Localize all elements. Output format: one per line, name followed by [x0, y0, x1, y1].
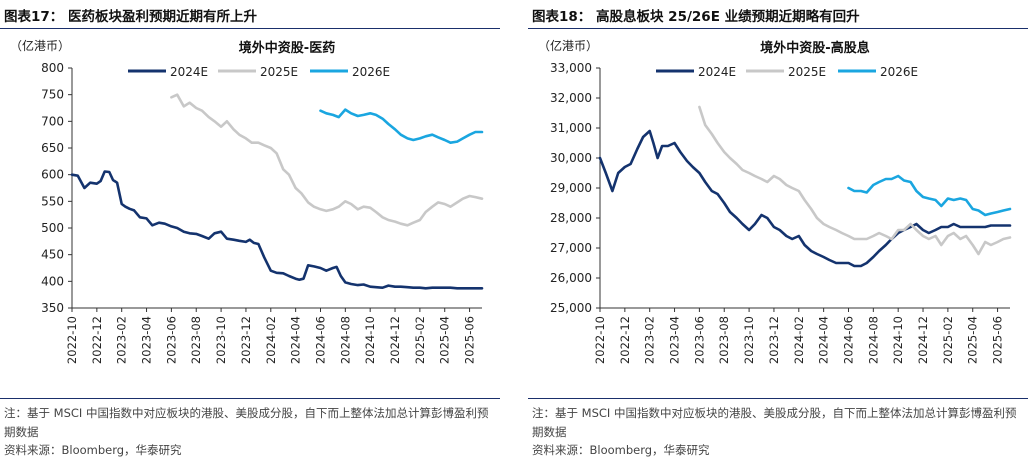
chart-title: 境外中资股-医药 — [239, 40, 335, 56]
x-tick-label: 2022-10 — [593, 316, 607, 364]
legend-label: 2026E — [352, 65, 390, 79]
x-tick-label: 2024-10 — [363, 316, 377, 364]
legend-item-2026e: 2026E — [310, 65, 390, 79]
y-tick-label: 29,000 — [550, 181, 592, 195]
y-tick-label: 400 — [41, 274, 64, 288]
y-tick-label: 28,000 — [550, 211, 592, 225]
x-tick-label: 2024-06 — [313, 316, 327, 364]
x-tick-label: 2023-10 — [214, 316, 228, 364]
y-tick-label: 25,000 — [550, 301, 592, 315]
figure-header: 图表17： 医药板块盈利预期近期有所上升 — [0, 0, 500, 29]
x-tick-label: 2025-04 — [438, 316, 452, 364]
x-tick-label: 2024-12 — [388, 316, 402, 364]
series-line-2024e — [70, 170, 484, 290]
legend-label: 2024E — [170, 65, 208, 79]
x-tick-label: 2023-02 — [115, 316, 129, 364]
legend-item-2024e: 2024E — [656, 65, 736, 79]
footer-divider — [528, 398, 1028, 399]
legend-item-2025e: 2025E — [218, 65, 298, 79]
chart-high-dividend: （亿港币） 境外中资股-高股息 2024E 2025E 2026E 25,000 26,00… — [538, 38, 1012, 364]
y-tick-label: 500 — [41, 221, 64, 235]
unit-label: （亿港币） — [538, 38, 598, 53]
series-line-2025e — [698, 105, 1012, 256]
x-tick-label: 2022-12 — [90, 316, 104, 364]
x-tick-label: 2023-02 — [643, 316, 657, 364]
x-tick-label: 2023-08 — [189, 316, 203, 364]
legend-item-2025e: 2025E — [746, 65, 826, 79]
y-tick-label: 700 — [41, 114, 64, 128]
figure-note: 注：基于 MSCI 中国指数中对应板块的港股、美股成分股，自下而上整体法加总计算… — [4, 406, 489, 439]
y-tick-label: 26,000 — [550, 271, 592, 285]
chart-pharma: （亿港币） 境外中资股-医药 2024E 2025E 2026E 350 400 450 500… — [10, 38, 484, 364]
x-tick-label: 2023-10 — [742, 316, 756, 364]
x-tick-label: 2025-02 — [941, 316, 955, 364]
figure-header: 图表18： 高股息板块 25/26E 业绩预期近期略有回升 — [528, 0, 1028, 29]
x-tick-label: 2024-04 — [817, 316, 831, 364]
x-tick-label: 2024-04 — [289, 316, 303, 364]
x-tick-label: 2024-12 — [916, 316, 930, 364]
y-tick-label: 27,000 — [550, 241, 592, 255]
unit-label: （亿港币） — [10, 38, 70, 53]
y-tick-label: 450 — [41, 248, 64, 262]
x-tick-label: 2023-04 — [140, 316, 154, 364]
y-tick-label: 800 — [41, 61, 64, 75]
y-tick-label: 600 — [41, 168, 64, 182]
y-tick-label: 30,000 — [550, 151, 592, 165]
x-tick-label: 2025-02 — [413, 316, 427, 364]
legend-item-2026e: 2026E — [838, 65, 918, 79]
x-tick-label: 2023-04 — [668, 316, 682, 364]
legend-label: 2025E — [788, 65, 826, 79]
x-tick-label: 2024-06 — [841, 316, 855, 364]
chart-title: 境外中资股-高股息 — [760, 40, 869, 56]
y-tick-label: 650 — [41, 141, 64, 155]
x-tick-label: 2023-06 — [692, 316, 706, 364]
series-line-2024e — [598, 129, 1012, 268]
figure-source: 资料来源：Bloomberg，华泰研究 — [4, 443, 182, 457]
legend-label: 2026E — [880, 65, 918, 79]
figure-source: 资料来源：Bloomberg，华泰研究 — [532, 443, 710, 457]
x-tick-label: 2023-06 — [164, 316, 178, 364]
x-tick-label: 2024-10 — [891, 316, 905, 364]
x-tick-label: 2023-08 — [717, 316, 731, 364]
series-line-2025e — [170, 93, 484, 227]
figure-panel-high-dividend: 图表18： 高股息板块 25/26E 业绩预期近期略有回升 （亿港币） 境外中资股… — [528, 0, 1028, 464]
y-tick-label: 550 — [41, 194, 64, 208]
x-tick-label: 2024-08 — [866, 316, 880, 364]
x-tick-label: 2025-04 — [966, 316, 980, 364]
figure-panel-pharma: 图表17： 医药板块盈利预期近期有所上升 （亿港币） 境外中资股-医药 2024E 2… — [0, 0, 500, 464]
y-tick-label: 32,000 — [550, 91, 592, 105]
footer-divider — [0, 398, 500, 399]
legend-label: 2024E — [698, 65, 736, 79]
x-tick-label: 2024-02 — [264, 316, 278, 364]
y-tick-label: 33,000 — [550, 61, 592, 75]
series-line-2026e — [847, 174, 1012, 217]
x-tick-label: 2024-08 — [338, 316, 352, 364]
figure-title: 图表17： 医药板块盈利预期近期有所上升 — [4, 9, 257, 25]
y-tick-label: 750 — [41, 88, 64, 102]
x-tick-label: 2023-12 — [239, 316, 253, 364]
x-tick-label: 2022-12 — [618, 316, 632, 364]
x-tick-label: 2025-06 — [991, 316, 1005, 364]
series-line-2026e — [319, 108, 484, 144]
y-tick-label: 31,000 — [550, 121, 592, 135]
x-tick-label: 2024-02 — [792, 316, 806, 364]
legend-label: 2025E — [260, 65, 298, 79]
legend-item-2024e: 2024E — [128, 65, 208, 79]
figure-note: 注：基于 MSCI 中国指数中对应板块的港股、美股成分股，自下而上整体法加总计算… — [532, 406, 1017, 439]
y-tick-label: 350 — [41, 301, 64, 315]
figure-title: 图表18： 高股息板块 25/26E 业绩预期近期略有回升 — [532, 9, 860, 25]
x-tick-label: 2023-12 — [767, 316, 781, 364]
x-tick-label: 2022-10 — [65, 316, 79, 364]
x-tick-label: 2025-06 — [463, 316, 477, 364]
